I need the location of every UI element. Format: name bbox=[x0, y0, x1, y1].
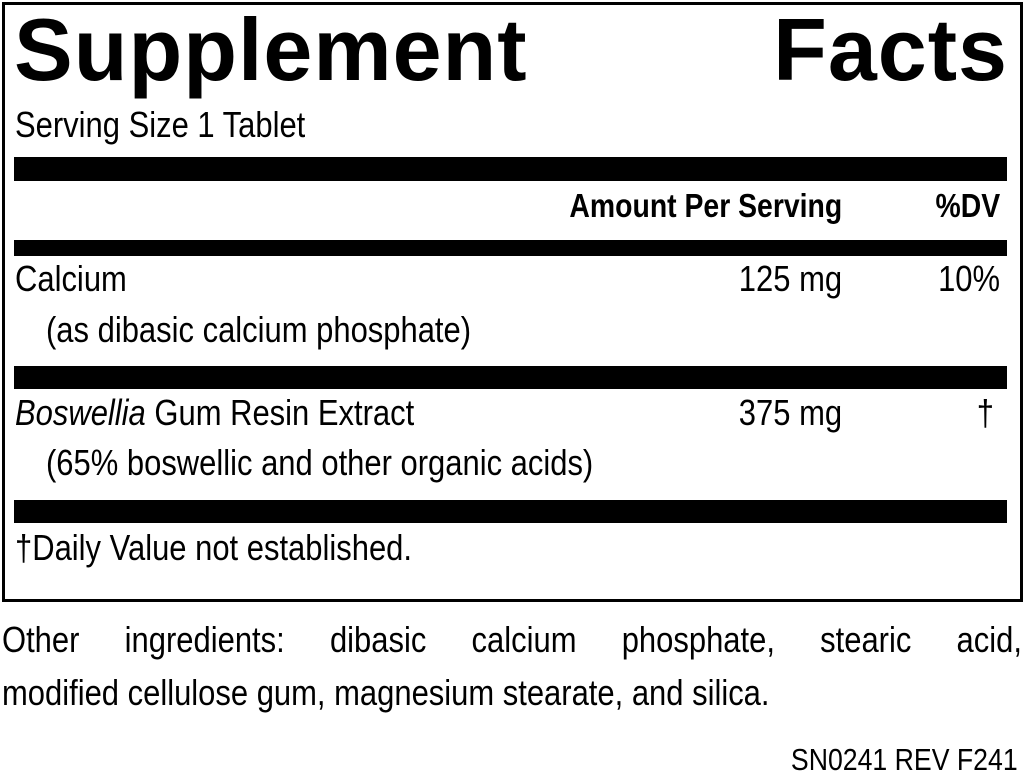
dv-header: %DV bbox=[935, 187, 1000, 224]
other-ingredients-line-2: modified cellulose gum, magnesium steara… bbox=[2, 672, 770, 713]
boswellia-name-italic: Boswellia bbox=[15, 392, 146, 433]
boswellia-amount: 375 mg bbox=[738, 392, 842, 433]
boswellia-dv: † bbox=[976, 392, 994, 433]
calcium-dv: 10% bbox=[938, 258, 1000, 299]
serving-size: Serving Size 1 Tablet bbox=[15, 104, 306, 145]
calcium-amount: 125 mg bbox=[738, 258, 842, 299]
divider-medium bbox=[14, 240, 1007, 256]
boswellia-name-rest: Gum Resin Extract bbox=[145, 392, 415, 433]
boswellia-detail: (65% boswellic and other organic acids) bbox=[46, 442, 594, 483]
panel-title: Supplement Facts bbox=[14, 6, 1008, 94]
calcium-name: Calcium bbox=[15, 258, 127, 299]
calcium-detail: (as dibasic calcium phosphate) bbox=[46, 309, 472, 350]
divider-thick bbox=[14, 366, 1007, 389]
boswellia-name: Boswellia Gum Resin Extract bbox=[15, 395, 414, 431]
product-code: SN0241 REV F241 bbox=[791, 742, 1018, 777]
title-word-supplement: Supplement bbox=[14, 0, 528, 99]
supplement-facts-panel bbox=[2, 2, 1023, 602]
title-word-facts: Facts bbox=[773, 0, 1008, 99]
amount-per-serving-header: Amount Per Serving bbox=[569, 187, 842, 224]
footnote: †Daily Value not established. bbox=[15, 527, 412, 568]
divider-thick bbox=[14, 500, 1007, 523]
divider-thick bbox=[14, 157, 1007, 181]
other-ingredients-line-1: Other ingredients: dibasic calcium phosp… bbox=[2, 619, 1022, 660]
